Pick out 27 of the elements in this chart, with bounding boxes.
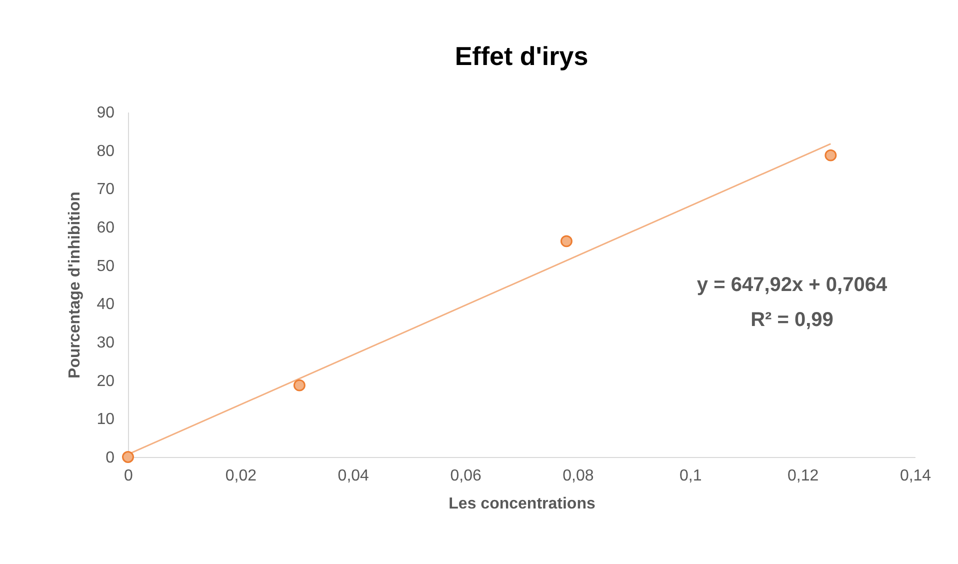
point [824, 149, 837, 162]
y-tick-label: 30 [96, 334, 115, 352]
point [560, 235, 572, 248]
y-tick-label: 80 [96, 142, 115, 160]
y-tick-label: 50 [96, 258, 115, 275]
chart-title: Effet d'irys [454, 41, 588, 71]
x-tick-label: 0,08 [562, 468, 594, 484]
x-tick-label: 0,12 [788, 468, 819, 484]
y-tick-label: 40 [96, 296, 115, 314]
x-axis-title: Les concentrations [448, 496, 596, 512]
y-tick-label: 10 [96, 411, 115, 428]
x-tick-label: 0 [124, 468, 134, 484]
x-tick-label: 0,06 [450, 468, 482, 484]
point [293, 379, 306, 392]
x-tick-label: 0,1 [680, 468, 702, 484]
y-tick-label: 70 [96, 181, 115, 198]
y-tick-label: 90 [96, 104, 115, 122]
y-axis-title: Pourcentage d'inhibition [66, 192, 84, 378]
x-tick-label: 0,14 [900, 468, 932, 484]
y-tick-label: 0 [106, 450, 115, 466]
x-tick-label: 0,04 [338, 468, 370, 484]
annotation: y = 647,92x + 0,7064 [696, 274, 888, 296]
y-tick-label: 60 [96, 220, 115, 236]
x-tick-label: 0,02 [225, 468, 257, 484]
point [122, 451, 134, 463]
y-tick-label: 20 [96, 372, 115, 390]
annotation: R² = 0,99 [750, 309, 834, 331]
